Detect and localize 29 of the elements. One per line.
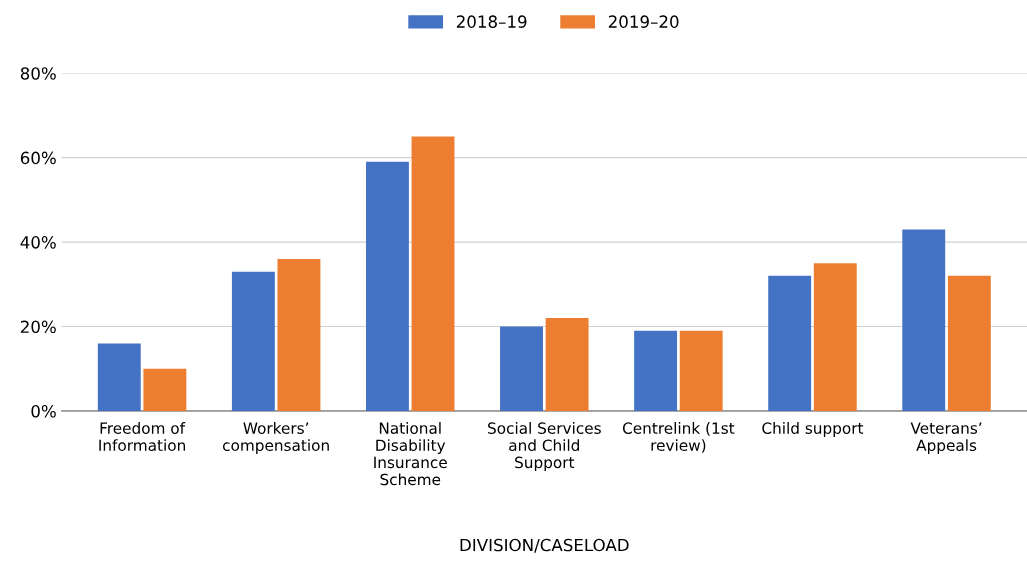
bar bbox=[97, 343, 141, 411]
y-tick-label: 40% bbox=[20, 236, 56, 249]
legend-label: 2019–20 bbox=[608, 15, 679, 28]
bar bbox=[231, 271, 275, 411]
x-tick-label: Social Services and Child Support bbox=[488, 422, 601, 472]
x-tick-label: Workers’ compensation bbox=[222, 422, 329, 454]
bar bbox=[902, 229, 946, 411]
bar bbox=[679, 330, 723, 411]
x-tick-label: Child support bbox=[762, 422, 864, 437]
bar bbox=[500, 326, 543, 411]
bar bbox=[277, 258, 321, 411]
bar bbox=[768, 275, 812, 411]
x-axis-title: DIVISION/CASELOAD bbox=[460, 538, 629, 553]
bar bbox=[143, 368, 187, 411]
x-tick-label: Veterans’ Appeals bbox=[910, 422, 982, 454]
bar bbox=[634, 330, 678, 411]
x-tick-label: National Disability Insurance Scheme bbox=[374, 422, 447, 486]
bar bbox=[545, 318, 589, 411]
x-tick-label: Centrelink (1st review) bbox=[622, 422, 735, 453]
bar bbox=[947, 275, 991, 411]
legend-label: 2018–19 bbox=[456, 15, 527, 28]
bar bbox=[813, 263, 857, 411]
x-tick-label: Freedom of Information bbox=[99, 422, 186, 452]
y-tick-label: 60% bbox=[20, 151, 56, 165]
y-tick-label: 80% bbox=[20, 67, 56, 80]
bar bbox=[365, 161, 409, 411]
bar bbox=[411, 136, 455, 411]
y-tick-label: 20% bbox=[20, 320, 56, 334]
y-tick-label: 0% bbox=[31, 404, 56, 418]
